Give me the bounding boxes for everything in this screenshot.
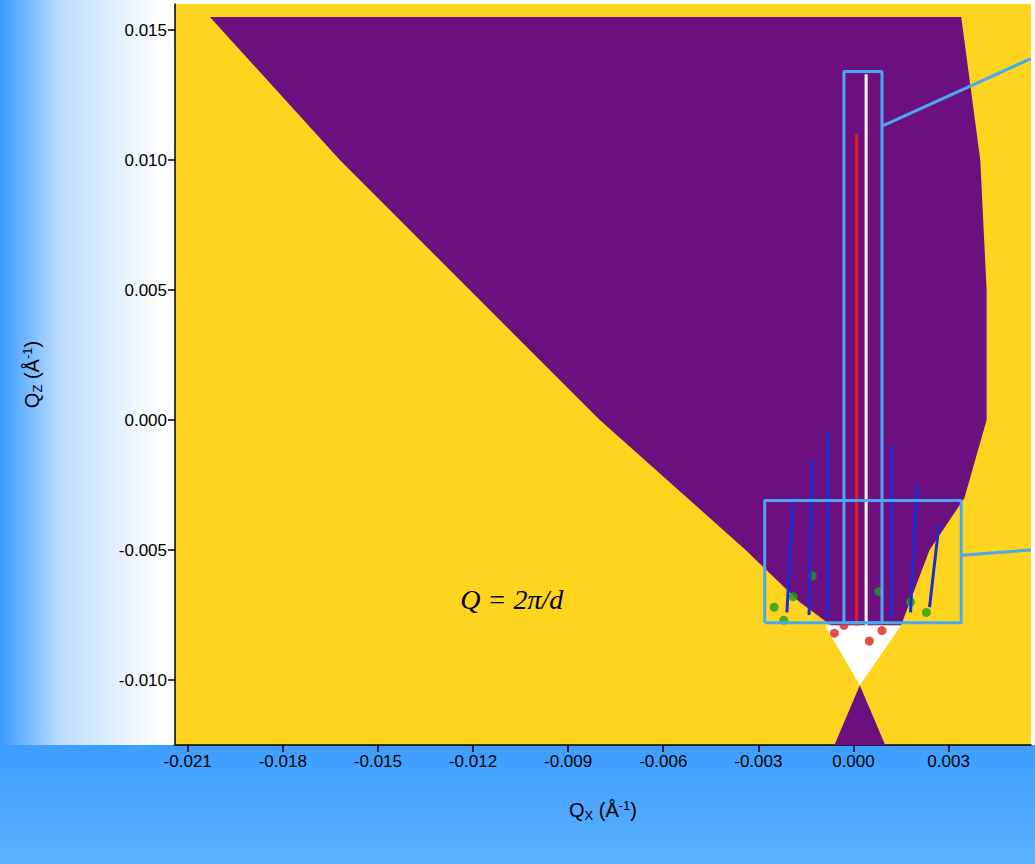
svg-text:-0.012: -0.012 [449,752,497,771]
svg-text:): ) [21,341,43,348]
svg-text:(Å: (Å [21,358,43,384]
svg-text:-0.003: -0.003 [734,752,782,771]
svg-text:0.000: 0.000 [832,752,875,771]
svg-text:(Å: (Å [593,799,619,821]
svg-text:-1: -1 [619,798,631,813]
svg-text:Q: Q [569,799,585,821]
svg-text:Z: Z [30,385,45,393]
svg-text:Q: Q [21,393,43,409]
svg-text:Q = 2π/d: Q = 2π/d [460,584,564,615]
svg-text:0.000: 0.000 [124,411,167,430]
svg-text:-0.009: -0.009 [544,752,592,771]
svg-text:0.003: 0.003 [927,752,970,771]
svg-text:-0.015: -0.015 [354,752,402,771]
svg-text:0.015: 0.015 [124,21,167,40]
svg-text:-0.018: -0.018 [259,752,307,771]
svg-text:0.010: 0.010 [124,151,167,170]
svg-text:-0.021: -0.021 [164,752,212,771]
svg-text:X: X [585,808,594,823]
svg-text:-0.006: -0.006 [639,752,687,771]
svg-text:-0.010: -0.010 [119,671,167,690]
svg-text:-1: -1 [20,348,35,360]
svg-text:0.005: 0.005 [124,281,167,300]
svg-text:): ) [630,799,637,821]
svg-text:-0.005: -0.005 [119,541,167,560]
